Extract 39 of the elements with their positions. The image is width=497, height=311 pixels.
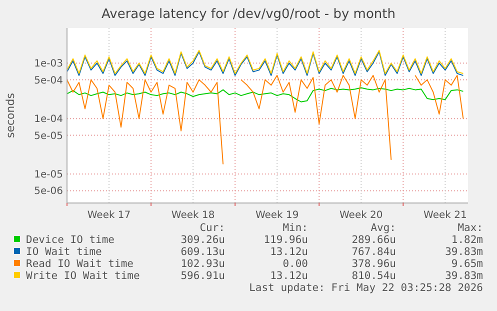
x-tick-label: Week 20	[339, 210, 383, 221]
text: 289.66u	[352, 234, 396, 246]
y-tick-label: 5e-06	[34, 186, 63, 198]
text: Cur:	[200, 222, 225, 234]
y-tick-label: 5e-05	[34, 130, 63, 142]
text: Max:	[458, 222, 483, 234]
text: 378.96u	[352, 258, 396, 270]
line-series	[67, 87, 464, 102]
text: 13.12u	[270, 270, 308, 282]
x-tick-label: Week 21	[424, 210, 467, 221]
legend-label: Device IO time	[26, 234, 115, 246]
text: 39.83m	[445, 270, 483, 282]
text: 119.96u	[264, 234, 308, 246]
text: 309.26u	[180, 234, 225, 246]
text: 9.65m	[451, 258, 483, 270]
y-tick-label: 1e-04	[34, 114, 63, 126]
text: Min:	[282, 222, 308, 234]
y-tick-label: 1e-03	[34, 58, 63, 70]
legend-label: Read IO Wait time	[26, 258, 134, 270]
x-tick-label: Week 17	[87, 210, 131, 221]
legend-label: IO Wait time	[26, 246, 102, 258]
text: 609.13u	[180, 246, 225, 258]
text: 767.84u	[352, 246, 396, 258]
text: 13.12u	[270, 246, 308, 258]
text: 102.93u	[180, 258, 225, 270]
text: Avg:	[370, 222, 396, 234]
text: 810.54u	[352, 270, 396, 282]
x-tick-label: Week 19	[255, 210, 299, 221]
legend-label: Write IO Wait time	[26, 270, 140, 282]
x-tick-label: Week 18	[171, 210, 215, 221]
y-tick-label: 1e-05	[34, 170, 63, 181]
text: 1.82m	[451, 234, 483, 246]
text: Last update: Fri May 22 03:25:28 2026	[249, 282, 483, 294]
text: 39.83m	[445, 246, 483, 258]
chart-title: Average latency for /dev/vg0/root - by month	[102, 7, 396, 22]
y-axis-title: seconds	[4, 92, 17, 138]
text: 596.91u	[180, 270, 225, 282]
text: 0.00	[282, 258, 308, 270]
y-tick-label: 5e-04	[34, 75, 63, 86]
